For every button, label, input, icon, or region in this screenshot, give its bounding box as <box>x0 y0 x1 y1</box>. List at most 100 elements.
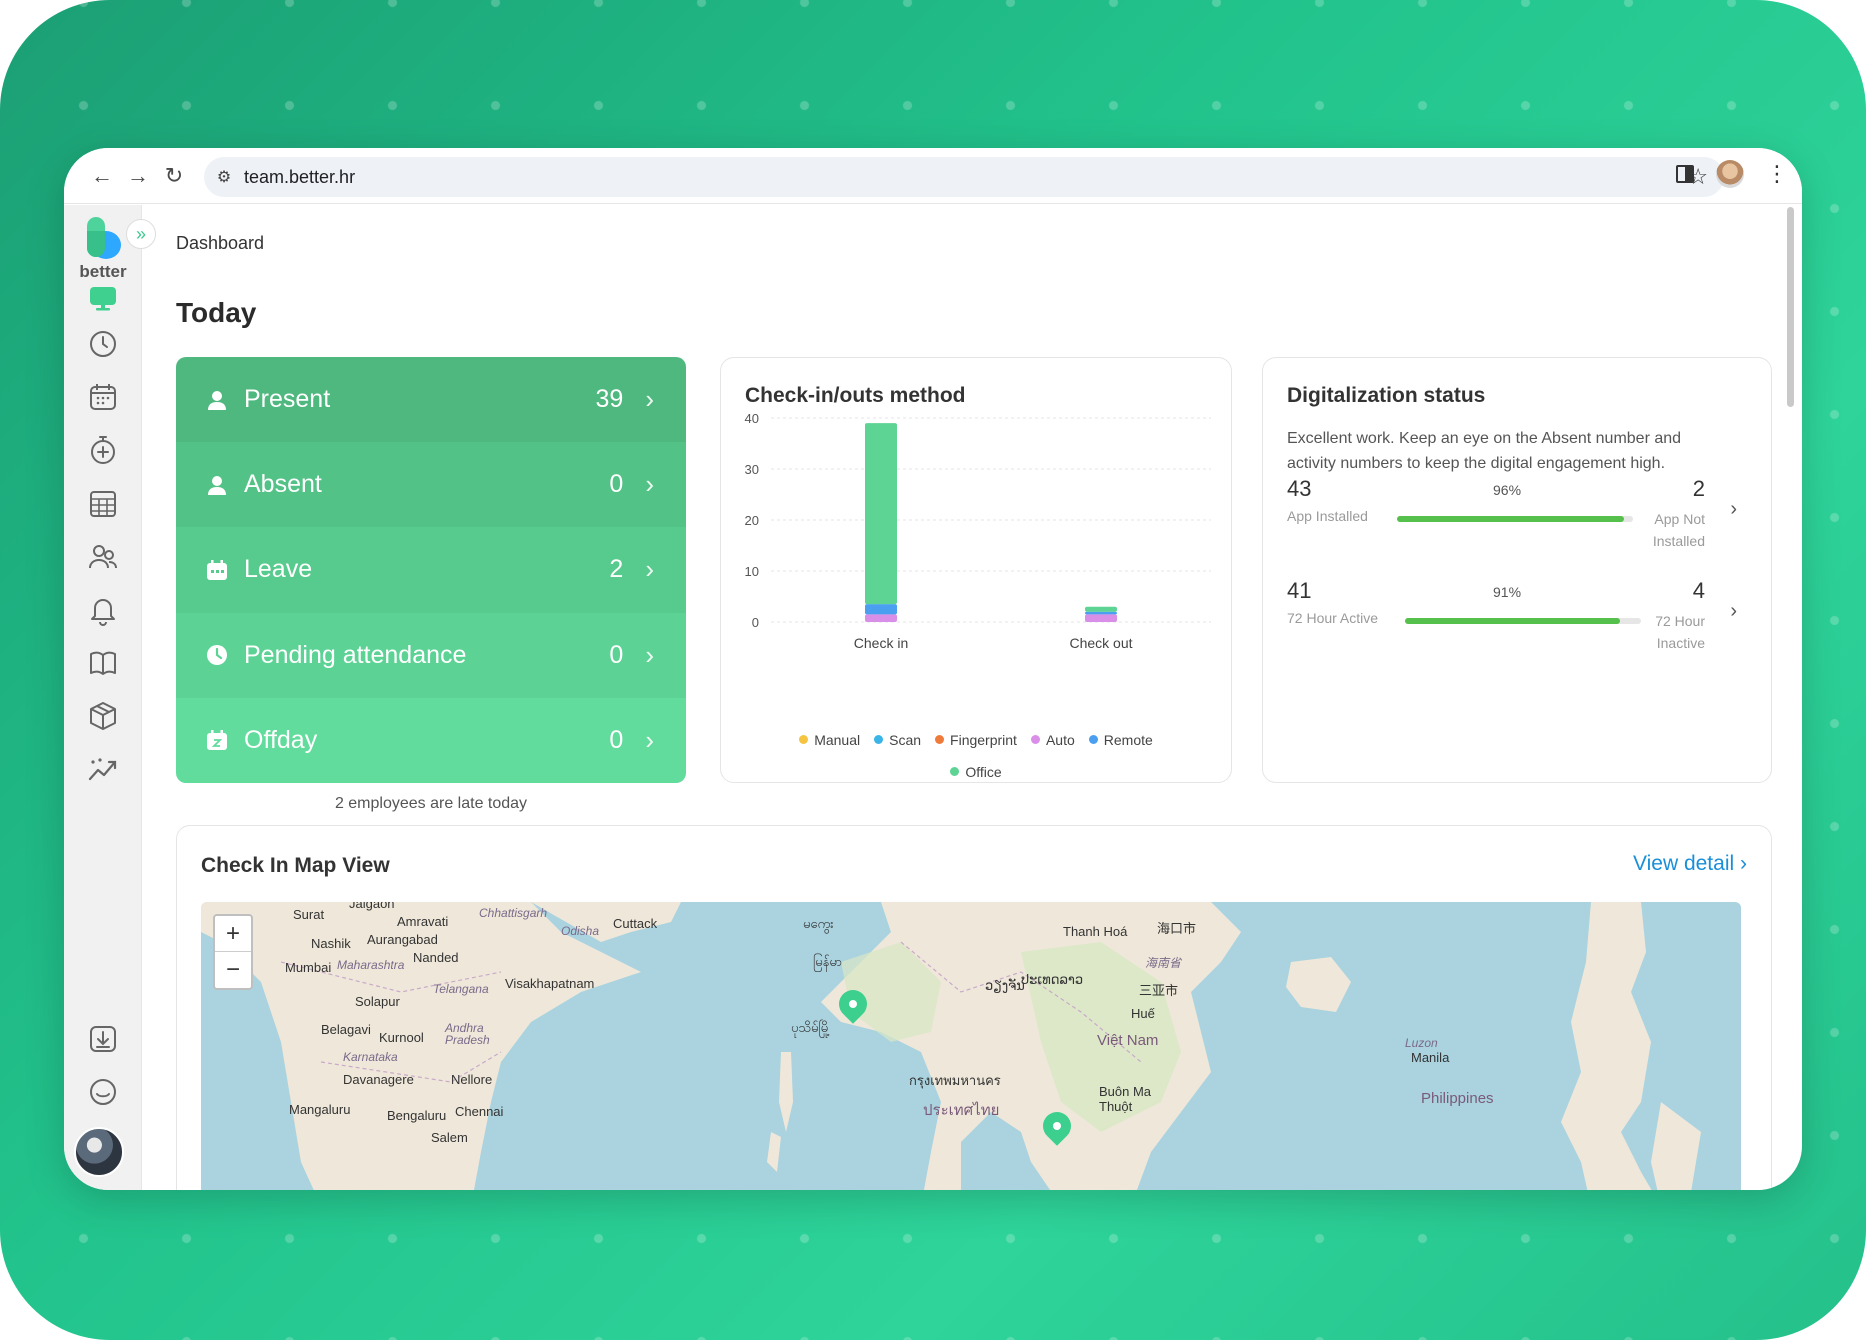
bar-segment <box>865 614 897 622</box>
profile-avatar-icon[interactable] <box>1716 160 1744 188</box>
zoom-out-button[interactable]: − <box>225 956 240 983</box>
table-icon[interactable] <box>84 485 122 523</box>
x-tick-label: Check in <box>854 635 908 651</box>
app-installed-progress-fill <box>1397 516 1624 522</box>
pending-attendance-row[interactable]: Pending attendance 0 › <box>176 612 686 698</box>
side-panel-icon[interactable] <box>1676 165 1694 183</box>
legend-item[interactable]: Fingerprint <box>935 724 1017 756</box>
map-label: กรุงเทพมหานคร <box>909 1073 1001 1088</box>
legend-item[interactable]: Office <box>950 756 1002 788</box>
expand-sidebar-icon[interactable]: » <box>126 219 156 249</box>
y-tick-label: 30 <box>745 462 759 477</box>
map-label: Kurnool <box>379 1030 424 1045</box>
present-row[interactable]: Present 39 › <box>176 357 686 443</box>
reload-icon[interactable]: ↻ <box>164 162 184 188</box>
box-icon[interactable] <box>84 697 122 735</box>
chevron-right-icon: › <box>645 554 654 585</box>
map-label: Buôn Ma Thuột <box>1099 1084 1152 1114</box>
absent-label: Absent <box>244 470 322 499</box>
map-label: 三亚市 <box>1139 983 1179 998</box>
logo-mark-icon <box>83 217 123 261</box>
bar-segment <box>865 423 897 605</box>
activity-metric[interactable]: 41 72 Hour Active 91% 4 72 Hour Inactive… <box>1287 578 1747 658</box>
dashboard-icon[interactable] <box>84 279 122 317</box>
analytics-icon[interactable] <box>84 750 122 788</box>
late-employees-note: 2 employees are late today <box>334 795 528 812</box>
map-label: မကွေး <box>803 916 834 931</box>
calendar-icon <box>206 559 228 581</box>
offday-count: 0 <box>609 725 624 754</box>
map-label: Chhattisgarh <box>479 906 548 920</box>
browser-menu-icon[interactable]: ⋮ <box>1766 161 1788 186</box>
site-settings-icon[interactable]: ⚙ <box>216 169 232 186</box>
bar-segment <box>1085 611 1117 615</box>
download-icon[interactable] <box>84 1020 122 1058</box>
chat-icon[interactable] <box>84 1073 122 1111</box>
timer-icon[interactable] <box>84 431 122 469</box>
map-label: မြန်မာ <box>813 954 843 969</box>
zoom-in-button[interactable]: + <box>215 916 251 952</box>
app-not-installed-label: App Not Installed <box>1652 511 1705 549</box>
view-detail-link[interactable]: View detail › <box>1633 852 1747 876</box>
legend-label: Manual <box>814 732 861 748</box>
app-logo[interactable]: better <box>74 217 132 282</box>
map-label: ประเทศไทย <box>923 1102 1000 1119</box>
pending-attendance-count: 0 <box>609 640 624 669</box>
chart-legend: Manual Scan Fingerprint Auto Remote Office <box>721 724 1231 788</box>
user-avatar[interactable] <box>74 1127 124 1177</box>
users-icon[interactable] <box>84 538 122 576</box>
absent-row[interactable]: Absent 0 › <box>176 442 686 528</box>
attendance-summary: Present 39 › Absent 0 › Leave 2 › <box>176 357 686 783</box>
pending-attendance-label: Pending attendance <box>244 640 467 669</box>
absent-count: 0 <box>609 470 624 499</box>
app-sidebar: better <box>64 205 142 1190</box>
map-label: Việt Nam <box>1097 1032 1159 1049</box>
page-title: Today <box>176 297 257 328</box>
calendar-icon[interactable] <box>84 378 122 416</box>
breadcrumb[interactable]: Dashboard <box>176 233 265 253</box>
y-tick-label: 40 <box>745 411 759 426</box>
map-label: Thanh Hoá <box>1063 924 1128 939</box>
leave-count: 2 <box>609 555 624 584</box>
scrollbar[interactable] <box>1787 207 1794 407</box>
offday-row[interactable]: Offday 0 › <box>176 697 686 783</box>
map-label: Luzon <box>1405 1036 1438 1050</box>
map-label: Manila <box>1411 1050 1450 1065</box>
inactive-count: 4 <box>1692 578 1705 603</box>
legend-dot-icon <box>874 735 884 744</box>
map-label: Salem <box>431 1130 468 1145</box>
legend-item[interactable]: Auto <box>1030 724 1075 756</box>
back-arrow-icon[interactable]: ← <box>91 162 113 188</box>
active-count: 41 <box>1287 578 1312 603</box>
legend-dot-icon <box>935 735 945 744</box>
active-label: 72 Hour Active <box>1287 610 1379 626</box>
book-icon[interactable] <box>84 644 122 682</box>
app-install-metric[interactable]: 43 App Installed 96% 2 App Not Installed… <box>1287 476 1747 556</box>
bell-icon[interactable] <box>84 591 122 629</box>
map-zoom-control: + − <box>213 914 253 990</box>
leave-row[interactable]: Leave 2 › <box>176 527 686 613</box>
chevron-right-icon[interactable]: › <box>1730 600 1737 622</box>
address-bar[interactable]: ⚙ team.better.hr ☆ <box>204 157 1724 197</box>
y-tick-label: 10 <box>745 564 759 579</box>
app-installed-progress <box>1397 516 1633 522</box>
legend-item[interactable]: Scan <box>874 724 921 756</box>
view-detail-label: View detail <box>1632 852 1735 875</box>
map-label: Cuttack <box>613 916 658 931</box>
map-label: ပုသိမ်မြို့ <box>791 1020 831 1035</box>
legend-item[interactable]: Remote <box>1088 724 1153 756</box>
map-label: Belagavi <box>321 1022 371 1037</box>
forward-arrow-icon[interactable]: → <box>127 162 149 188</box>
browser-toolbar: ← → ↻ ⚙ team.better.hr ☆ ⋮ <box>64 148 1802 204</box>
map-label: Solapur <box>355 994 400 1009</box>
map-label: Surat <box>293 907 325 922</box>
clock-icon[interactable] <box>84 325 122 363</box>
map-label: Andhra Pradesh <box>445 1021 490 1047</box>
legend-dot-icon <box>1030 735 1040 744</box>
chevron-right-icon[interactable]: › <box>1730 498 1737 520</box>
active-progress <box>1405 618 1641 624</box>
checkin-map[interactable]: + − Jalgaon Surat Amravati Chhattisgarh … <box>201 902 1741 1190</box>
chevron-right-icon: › <box>645 639 654 670</box>
legend-item[interactable]: Manual <box>799 724 860 756</box>
